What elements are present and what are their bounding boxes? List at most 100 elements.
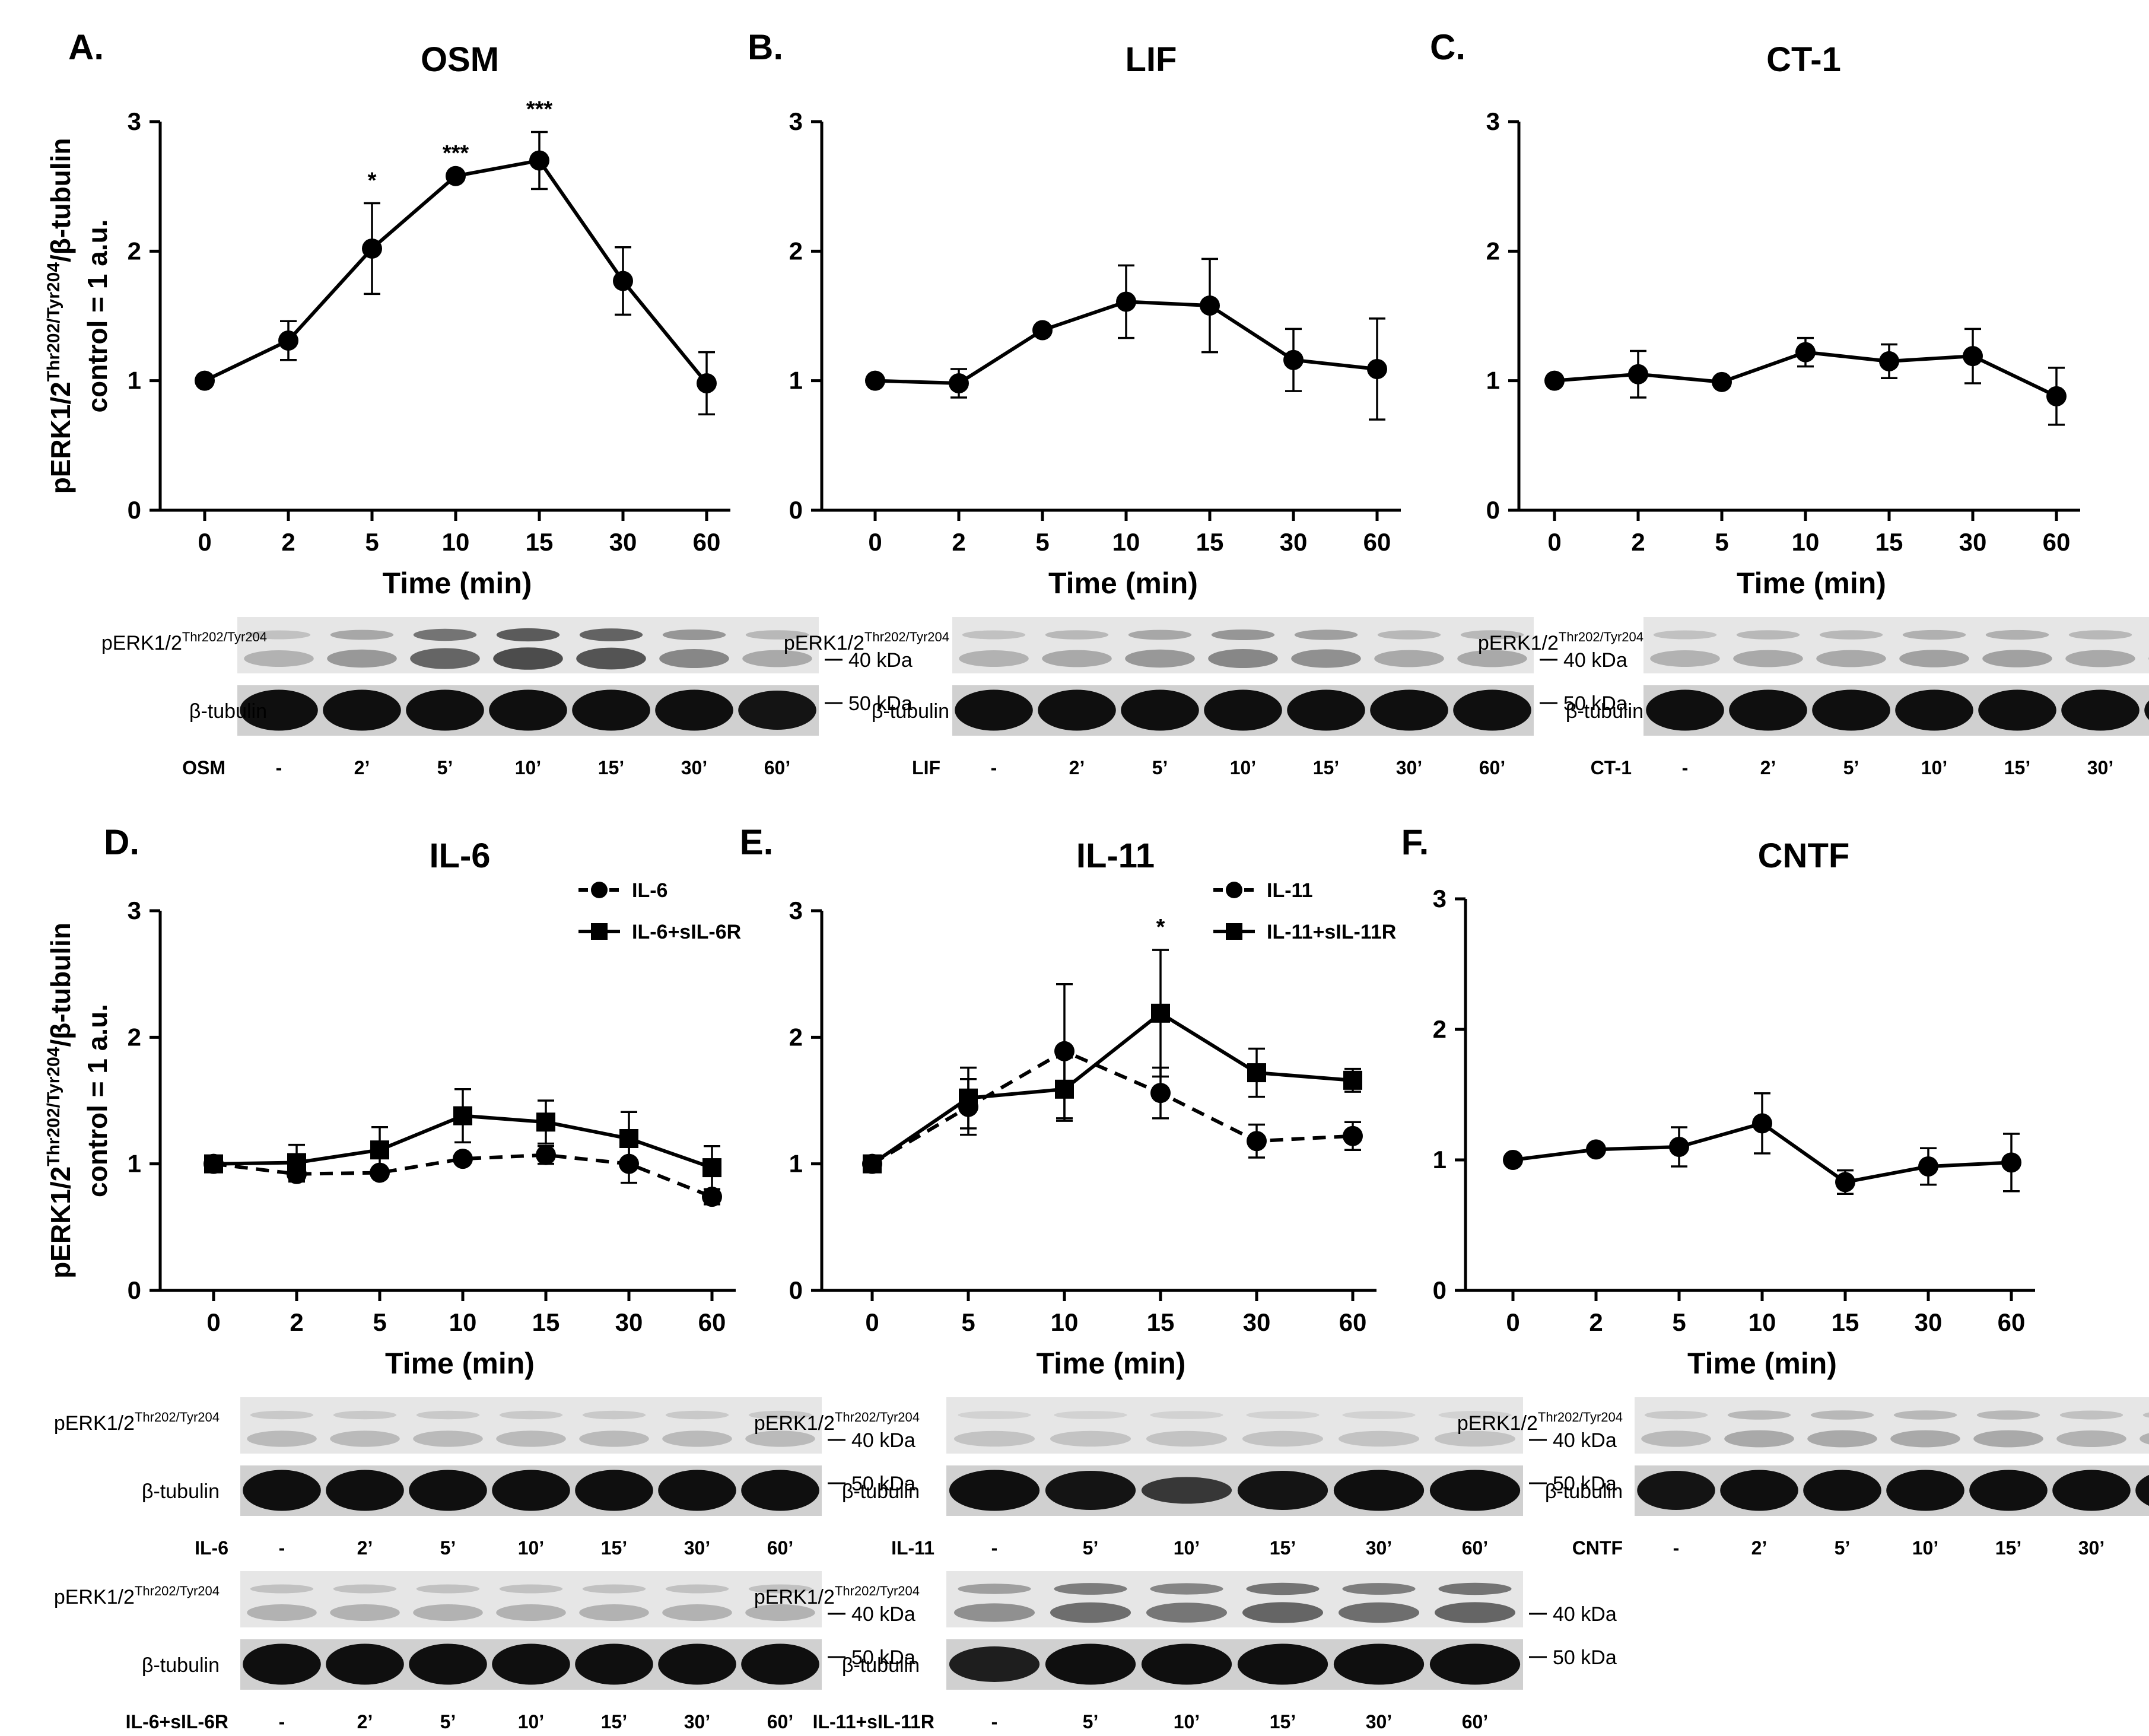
tubulin-band <box>1969 1470 2048 1511</box>
series-line <box>204 158 708 384</box>
panel-letter: B. <box>748 27 783 67</box>
tubulin-band <box>741 1643 819 1685</box>
perk-band-upper <box>665 1584 729 1594</box>
data-point-circle <box>1835 1172 1855 1193</box>
perk-band <box>1050 1602 1131 1623</box>
data-point-circle <box>1367 359 1387 380</box>
lane-label: 5’ <box>1152 757 1168 778</box>
lane-label: 30’ <box>684 1537 710 1559</box>
y-axis-title-line2: control = 1 a.u. <box>82 1004 113 1197</box>
x-tick-label: 10 <box>449 1308 477 1336</box>
data-point-circle <box>1283 349 1304 370</box>
tubulin-band <box>1141 1643 1232 1685</box>
kda-50-label: 50 kDa <box>851 1646 915 1669</box>
perk-band-upper <box>1294 629 1358 640</box>
tubulin-band <box>575 1470 653 1511</box>
data-point-circle <box>1586 1139 1606 1160</box>
data-point-circle <box>278 330 298 351</box>
perk-band <box>1050 1430 1131 1447</box>
perk-band <box>1338 1430 1420 1447</box>
series-il-11 <box>862 983 1363 1174</box>
x-axis-title: Time (min) <box>385 1347 535 1380</box>
lane-label: - <box>1673 1537 1680 1559</box>
perk-band-upper <box>247 630 311 640</box>
lane-label: 30’ <box>1366 1711 1392 1732</box>
tubulin-band <box>1803 1470 1881 1511</box>
lane-label: 10’ <box>1174 1537 1200 1559</box>
x-axis-title: Time (min) <box>1048 567 1198 600</box>
y-tick-label: 2 <box>789 1023 803 1051</box>
tubulin-band <box>658 1470 736 1511</box>
data-point-circle <box>1503 1150 1523 1170</box>
y-axis-title-main: pERK1/2 <box>45 1166 76 1279</box>
tubulin-band <box>1729 689 1807 731</box>
lane-label: 2’ <box>354 757 370 778</box>
lane-label: 30’ <box>1366 1537 1392 1559</box>
perk-band-upper <box>1727 1410 1791 1420</box>
data-point-square <box>536 1112 555 1132</box>
treatment-label: LIF <box>912 757 940 778</box>
perk-band-upper <box>333 1410 397 1420</box>
lane-label: - <box>279 1711 285 1732</box>
blot-group-f: pERK1/2Thr202/Tyr204 β-tubulin 40 kDa 50 kD… <box>1457 1397 2149 1559</box>
treatment-label: IL-6 <box>195 1537 228 1559</box>
tubulin-blot-strip <box>946 1465 1523 1516</box>
lane-label: 10’ <box>1912 1537 1938 1559</box>
perk-band-upper <box>1211 629 1275 640</box>
data-point-circle <box>195 370 215 391</box>
y-tick-label: 1 <box>1433 1146 1447 1174</box>
x-axis-title: Time (min) <box>1037 1347 1186 1380</box>
perk-band-upper <box>2059 1410 2123 1420</box>
x-tick-label: 2 <box>1589 1308 1603 1336</box>
x-tick-label: 2 <box>290 1308 303 1336</box>
perk-band-upper <box>1054 1411 1127 1419</box>
series-il-11-sil-11r <box>863 949 1362 1174</box>
lane-label: 5’ <box>437 757 453 778</box>
perk-row-label-main: pERK1/2 <box>754 1586 835 1608</box>
x-tick-label: 30 <box>1243 1308 1271 1336</box>
perk-band <box>247 1604 317 1621</box>
perk-row-label: pERK1/2Thr202/Tyr204 <box>1457 1410 1623 1435</box>
perk-band <box>1807 1430 1877 1448</box>
x-tick-label: 2 <box>1631 528 1645 556</box>
series-osm <box>195 131 717 416</box>
perk-band <box>662 1430 732 1447</box>
tubulin-row-label: β-tubulin <box>1566 700 1643 723</box>
perk-band <box>1338 1602 1420 1623</box>
tubulin-row-label: β-tubulin <box>1545 1480 1623 1503</box>
data-point-circle <box>697 373 717 394</box>
perk-band-upper <box>1438 1582 1512 1595</box>
perk-row-label-sup: Thr202/Tyr204 <box>835 1584 920 1598</box>
perk-row-label: pERK1/2Thr202/Tyr204 <box>101 629 267 654</box>
data-point-square <box>370 1140 389 1160</box>
treatment-label: CT-1 <box>1591 757 1632 778</box>
y-tick-label: 3 <box>789 896 803 924</box>
x-tick-label: 15 <box>1196 528 1224 556</box>
lane-label: - <box>1682 757 1689 778</box>
x-tick-label: 30 <box>609 528 637 556</box>
y-tick-label: 1 <box>789 367 803 395</box>
perk-band <box>1374 650 1444 667</box>
legend-label: IL-6 <box>632 879 667 902</box>
lane-label: 15’ <box>598 757 624 778</box>
tubulin-row-label: β-tubulin <box>189 700 267 723</box>
series-line <box>871 1011 1353 1166</box>
kda-40-label: 40 kDa <box>848 649 913 672</box>
perk-band <box>745 1430 815 1447</box>
perk-band <box>1242 1602 1324 1623</box>
series-line <box>871 1049 1353 1166</box>
tubulin-band <box>409 1643 487 1685</box>
data-point-circle <box>1752 1113 1772 1134</box>
data-point-circle <box>1247 1131 1267 1152</box>
lane-label: 15’ <box>1313 757 1339 778</box>
data-point-square <box>1151 1003 1170 1023</box>
perk-band <box>413 1430 483 1447</box>
x-tick-label: 15 <box>1875 528 1903 556</box>
panel-title: CT-1 <box>1766 40 1841 79</box>
x-tick-label: 2 <box>281 528 295 556</box>
perk-band <box>327 649 397 668</box>
tubulin-row-label: β-tubulin <box>872 700 949 723</box>
data-point-square <box>204 1154 223 1174</box>
data-point-circle <box>453 1149 473 1169</box>
